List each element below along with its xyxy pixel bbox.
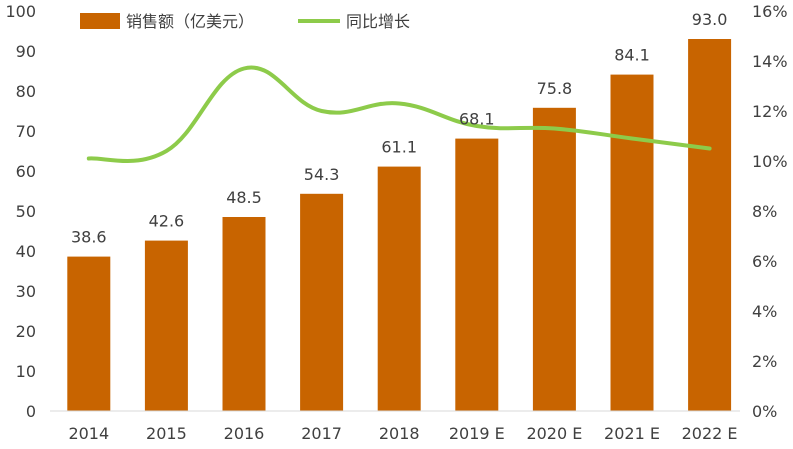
right-axis-tick-label: 4% bbox=[752, 302, 777, 321]
bar-value-label: 54.3 bbox=[304, 165, 340, 184]
bar-value-label: 48.5 bbox=[226, 188, 262, 207]
left-axis: 0 10 20 30 40 50 60 70 80 90 100 bbox=[5, 2, 36, 421]
bar-labels: 38.6 42.6 48.5 54.3 61.1 68.1 75.8 84.1 93.0 bbox=[71, 10, 727, 247]
bar-value-label: 42.6 bbox=[149, 212, 185, 231]
bar bbox=[377, 166, 421, 411]
left-axis-tick-label: 0 bbox=[26, 402, 36, 421]
legend-label-growth: 同比增长 bbox=[346, 12, 410, 31]
left-axis-tick-label: 30 bbox=[16, 282, 36, 301]
bar-value-label: 38.6 bbox=[71, 228, 107, 247]
right-axis-tick-label: 2% bbox=[752, 352, 777, 371]
bar bbox=[144, 240, 188, 411]
bar bbox=[610, 74, 654, 411]
x-axis: 2014 2015 2016 2017 2018 2019 E 2020 E 2021 E 20… bbox=[68, 424, 737, 443]
right-axis: 0% 2% 4% 6% 8% 10% 12% 14% 16% bbox=[752, 2, 788, 421]
x-axis-tick-label: 2019 E bbox=[449, 424, 505, 443]
right-axis-tick-label: 8% bbox=[752, 202, 777, 221]
left-axis-tick-label: 20 bbox=[16, 322, 36, 341]
x-axis-tick-label: 2017 bbox=[301, 424, 342, 443]
right-axis-tick-label: 6% bbox=[752, 252, 777, 271]
legend-label-sales: 销售额（亿美元） bbox=[126, 12, 254, 31]
right-axis-tick-label: 14% bbox=[752, 52, 788, 71]
bar bbox=[532, 107, 576, 412]
growth-line bbox=[86, 65, 712, 163]
left-axis-tick-label: 50 bbox=[16, 202, 36, 221]
legend: 销售额（亿美元） 同比增长 bbox=[80, 12, 410, 31]
x-axis-tick-label: 2021 E bbox=[604, 424, 660, 443]
left-axis-tick-label: 40 bbox=[16, 242, 36, 261]
bar bbox=[455, 138, 499, 411]
bar-value-label: 84.1 bbox=[614, 46, 650, 65]
right-axis-tick-label: 12% bbox=[752, 102, 788, 121]
left-axis-tick-label: 90 bbox=[16, 42, 36, 61]
x-axis-tick-label: 2016 bbox=[224, 424, 265, 443]
x-axis-tick-label: 2020 E bbox=[526, 424, 582, 443]
left-axis-tick-label: 80 bbox=[16, 82, 36, 101]
right-axis-tick-label: 16% bbox=[752, 2, 788, 21]
right-axis-tick-label: 0% bbox=[752, 402, 777, 421]
left-axis-tick-label: 100 bbox=[5, 2, 36, 21]
x-axis-tick-label: 2022 E bbox=[682, 424, 738, 443]
left-axis-tick-label: 70 bbox=[16, 122, 36, 141]
bar-value-label: 75.8 bbox=[537, 79, 573, 98]
growth-line-path bbox=[86, 65, 712, 163]
bar bbox=[222, 217, 266, 411]
x-axis-tick-label: 2014 bbox=[68, 424, 109, 443]
bar-value-label: 61.1 bbox=[381, 138, 417, 157]
left-axis-tick-label: 60 bbox=[16, 162, 36, 181]
left-axis-tick-label: 10 bbox=[16, 362, 36, 381]
legend-swatch-sales bbox=[80, 13, 120, 29]
bar-value-label: 93.0 bbox=[692, 10, 728, 29]
right-axis-tick-label: 10% bbox=[752, 152, 788, 171]
bar bbox=[300, 193, 344, 411]
x-axis-tick-label: 2018 bbox=[379, 424, 420, 443]
x-axis-tick-label: 2015 bbox=[146, 424, 187, 443]
bar-value-label: 68.1 bbox=[459, 110, 495, 129]
bar bbox=[688, 39, 732, 411]
bars bbox=[67, 39, 732, 412]
bar bbox=[67, 256, 111, 411]
